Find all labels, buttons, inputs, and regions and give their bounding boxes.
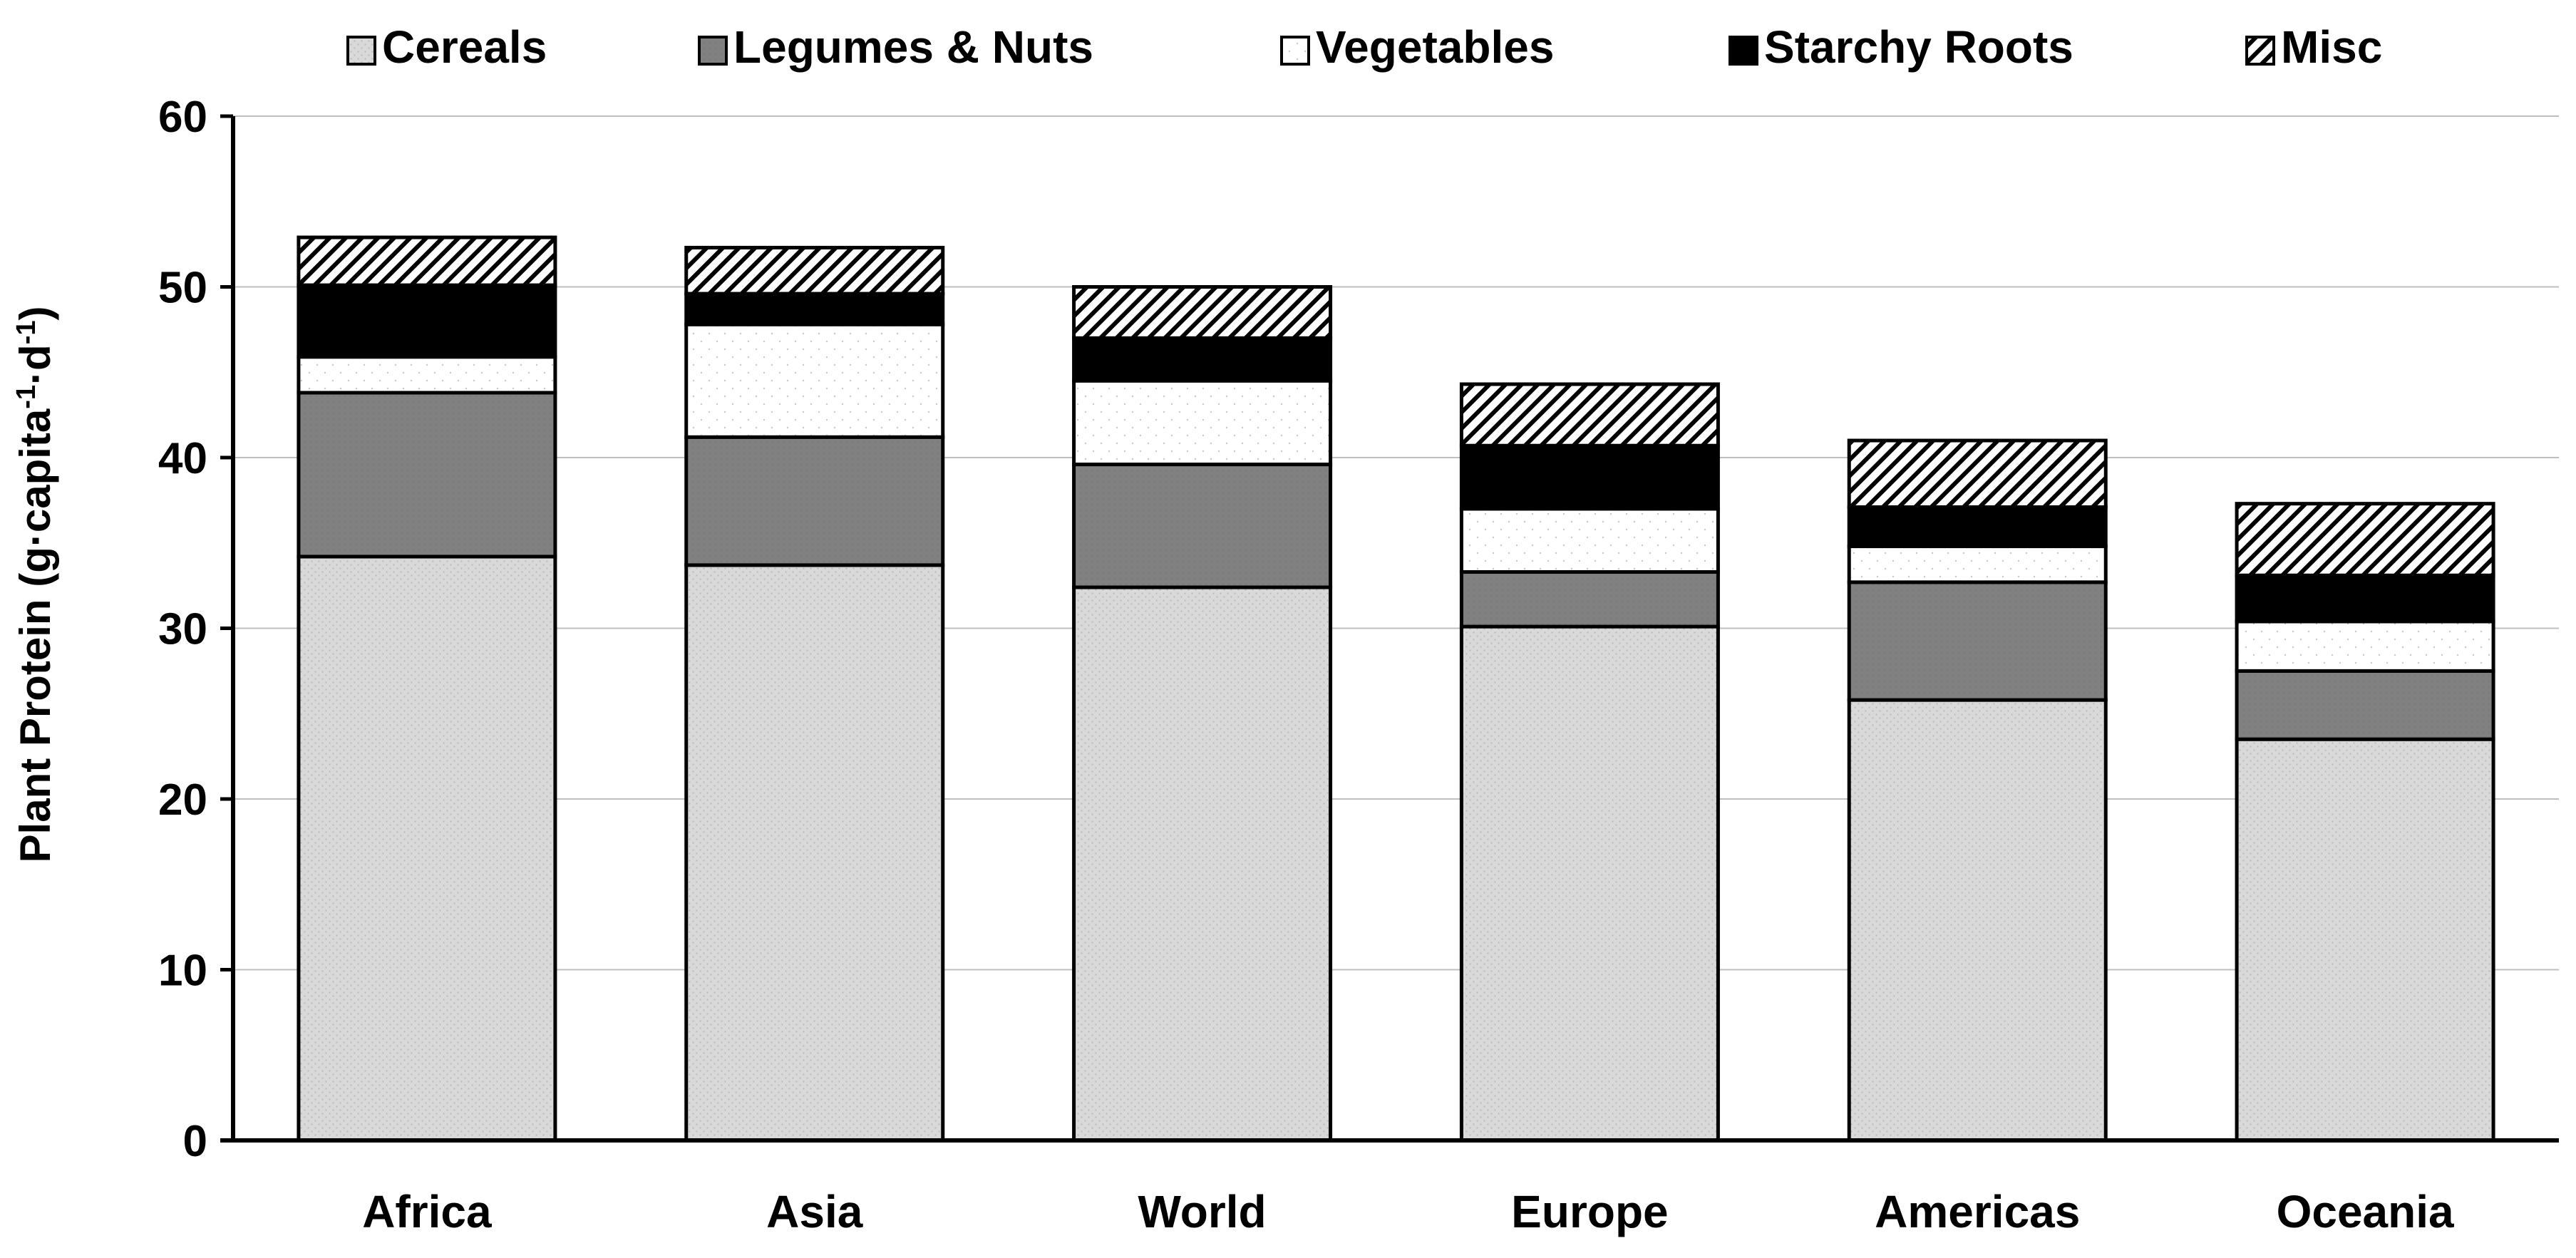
legend-label-misc: Misc [2281, 21, 2382, 73]
x-tick-label-oceania: Oceania [2277, 1186, 2454, 1237]
x-axis-category-labels: Africa Asia World Europe Americas Oceania [362, 1186, 2454, 1237]
bar-segment-americas-legumes-and-nuts [1847, 580, 2108, 702]
bar-segment-world-cereals [1072, 585, 1333, 1143]
bar-stack-americas [1847, 438, 2108, 1143]
x-tick-label-asia: Asia [766, 1186, 863, 1237]
y-axis-title-end: ) [11, 306, 59, 321]
y-tick-label-10: 10 [158, 947, 207, 996]
gridlines [233, 115, 2559, 971]
bar-segment-americas-cereals [1847, 698, 2108, 1143]
bars [297, 235, 2495, 1143]
legend-swatch-cereals [346, 36, 376, 66]
bar-segment-europe-cereals [1459, 624, 1720, 1143]
legend-swatch-starchy-roots [1729, 36, 1758, 66]
bar-segment-world-vegetables [1072, 378, 1333, 467]
bar-segment-world-legumes-and-nuts [1072, 463, 1333, 589]
legend-item-starchy-roots: Starchy Roots [1729, 21, 2073, 73]
legend-label-legumes-and-nuts: Legumes & Nuts [733, 21, 1093, 73]
bar-segment-oceania-cereals [2235, 737, 2495, 1143]
bar-stack-africa [297, 235, 557, 1143]
legend-item-vegetables: Vegetables [1280, 21, 1554, 73]
bar-segment-europe-vegetables [1459, 507, 1720, 574]
legend-label-starchy-roots: Starchy Roots [1764, 21, 2073, 73]
y-tick-label-40: 40 [158, 434, 207, 483]
bar-segment-oceania-starchy-roots [2235, 573, 2495, 624]
y-axis-title-sup-1: -1 [11, 385, 41, 409]
bar-stack-asia [684, 245, 945, 1143]
bar-segment-asia-legumes-and-nuts [684, 435, 945, 567]
bar-segment-asia-vegetables [684, 322, 945, 439]
y-axis-title: Plant Protein (g·capita-1·d-1) [11, 306, 59, 863]
x-tick-label-americas: Americas [1875, 1186, 2080, 1237]
y-axis-title-sup-2: -1 [11, 321, 41, 345]
bar-segment-americas-starchy-roots [1847, 505, 2108, 549]
legend-label-vegetables: Vegetables [1316, 21, 1554, 73]
bar-stack-europe [1459, 382, 1720, 1143]
legend-item-legumes-and-nuts: Legumes & Nuts [698, 21, 1093, 73]
bar-segment-oceania-vegetables [2235, 619, 2495, 673]
legend-swatch-vegetables [1280, 36, 1310, 66]
bar-segment-africa-misc [297, 235, 557, 287]
bar-segment-africa-legumes-and-nuts [297, 391, 557, 559]
x-tick-label-africa: Africa [362, 1186, 492, 1237]
y-axis-title-main: Plant Protein (g·capita [11, 408, 59, 862]
bar-segment-africa-vegetables [297, 355, 557, 395]
bar-segment-americas-vegetables [1847, 545, 2108, 584]
bar-segment-europe-starchy-roots [1459, 443, 1720, 511]
bar-segment-europe-misc [1459, 382, 1720, 448]
x-tick-label-europe: Europe [1511, 1186, 1668, 1237]
bar-segment-oceania-legumes-and-nuts [2235, 669, 2495, 741]
legend: Cereals Legumes & Nuts Vegetables Starchy R… [346, 21, 2382, 73]
bar-segment-oceania-misc [2235, 502, 2495, 577]
y-tick-label-50: 50 [158, 264, 207, 313]
bar-segment-africa-cereals [297, 555, 557, 1143]
bar-stack-world [1072, 285, 1333, 1143]
bar-stack-oceania [2235, 502, 2495, 1143]
y-tick-label-60: 60 [158, 93, 207, 142]
y-tick-label-20: 20 [158, 775, 207, 825]
bar-segment-europe-legumes-and-nuts [1459, 569, 1720, 629]
bar-segment-asia-cereals [684, 563, 945, 1143]
bar-segment-africa-starchy-roots [297, 283, 557, 359]
bar-segment-world-starchy-roots [1072, 336, 1333, 383]
bar-segment-world-misc [1072, 285, 1333, 340]
legend-item-cereals: Cereals [346, 21, 547, 73]
bar-segment-americas-misc [1847, 438, 2108, 509]
y-axis-ticks: 0 10 20 30 40 50 60 [158, 93, 233, 1166]
legend-swatch-legumes-and-nuts [698, 36, 728, 66]
legend-item-misc: Misc [2245, 21, 2382, 73]
x-tick-label-world: World [1138, 1186, 1267, 1237]
y-axis-title-mid: ·d [11, 344, 59, 385]
y-tick-label-0: 0 [183, 1117, 207, 1166]
legend-swatch-misc [2245, 36, 2275, 66]
y-tick-label-30: 30 [158, 605, 207, 654]
legend-label-cereals: Cereals [382, 21, 547, 73]
bar-segment-asia-misc [684, 245, 945, 296]
bar-segment-asia-starchy-roots [684, 292, 945, 326]
